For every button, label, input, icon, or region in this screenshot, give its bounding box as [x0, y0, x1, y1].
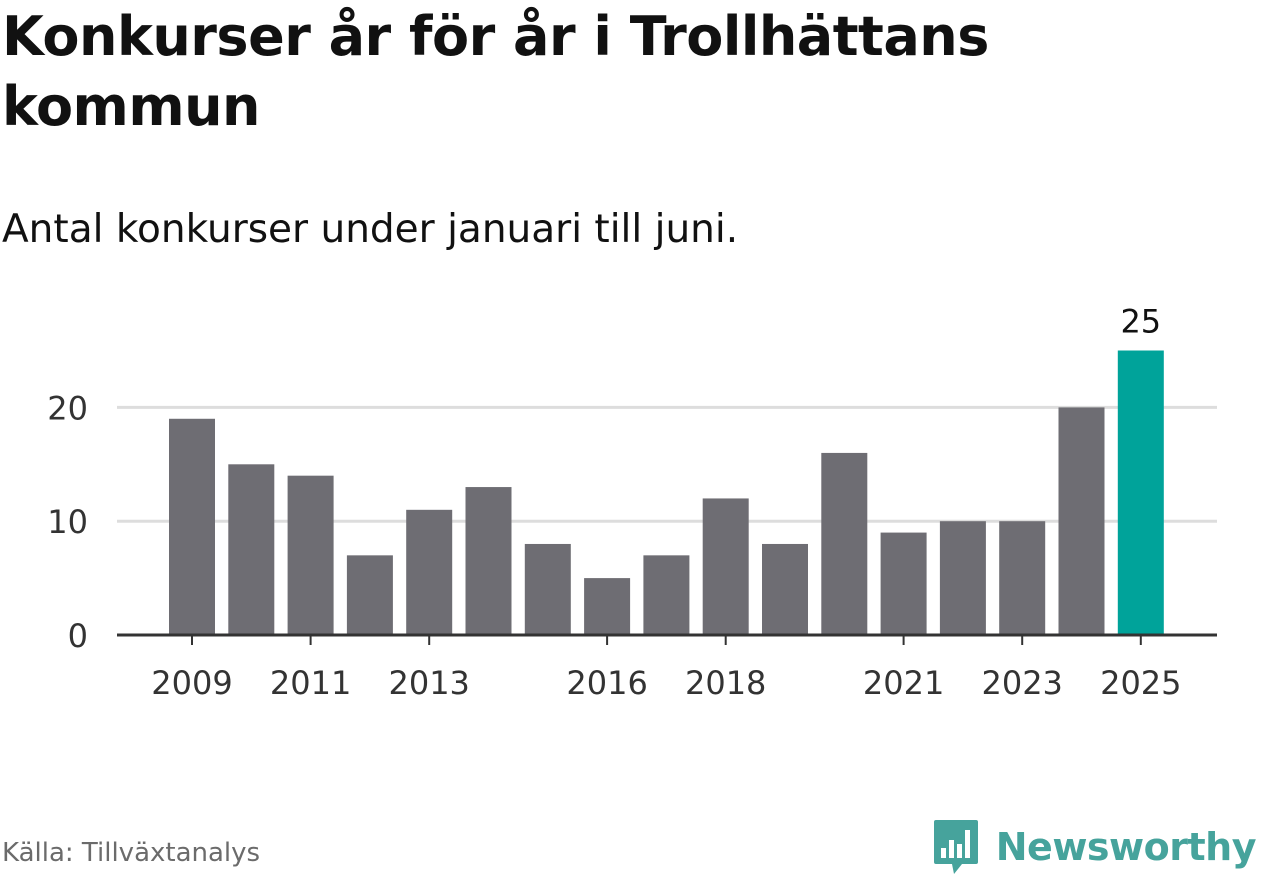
bar-2018 [702, 498, 749, 635]
x-tick-label: 2016 [566, 664, 647, 702]
bar-2011 [287, 475, 334, 635]
bar-2022 [939, 521, 986, 635]
y-tick-label: 20 [47, 389, 88, 427]
x-tick-label: 2023 [981, 664, 1062, 702]
bar-2016 [584, 578, 631, 635]
source-note: Källa: Tillväxtanalys [2, 838, 261, 868]
bar-2025 [1117, 350, 1164, 635]
bar-2013 [406, 509, 453, 635]
x-tick-label: 2025 [1100, 664, 1181, 702]
brand-logo: Newsworthy [932, 818, 1257, 876]
bar-chart-speech-bubble-icon [933, 820, 978, 874]
x-tick-label: 2018 [685, 664, 766, 702]
chart-subtitle: Antal konkurser under januari till juni. [2, 207, 739, 252]
y-tick-label: 0 [68, 617, 88, 655]
chart-title: Konkurser år för år i Trollhättans kommu… [2, 5, 989, 138]
bar-2012 [346, 555, 393, 635]
bar-2024 [1058, 407, 1105, 635]
bars [169, 350, 1164, 635]
x-tick-label: 2013 [388, 664, 469, 702]
gridlines [117, 405, 1217, 523]
bar-value-label: 25 [1120, 303, 1161, 341]
bar-2009 [169, 418, 215, 635]
bar-2019 [762, 543, 808, 635]
brand-name: Newsworthy [995, 825, 1257, 869]
x-tick-label: 2009 [151, 664, 232, 702]
bar-2015 [524, 543, 571, 635]
bar-2023 [999, 521, 1046, 635]
x-tick-label: 2011 [270, 664, 351, 702]
axes [117, 633, 1217, 645]
x-tick-label: 2021 [863, 664, 944, 702]
bar-2020 [821, 452, 868, 635]
bar-2010 [228, 464, 275, 635]
bar-2014 [465, 487, 512, 635]
bar-2021 [880, 532, 927, 635]
y-tick-label: 10 [47, 503, 88, 541]
bar-2017 [643, 555, 690, 635]
